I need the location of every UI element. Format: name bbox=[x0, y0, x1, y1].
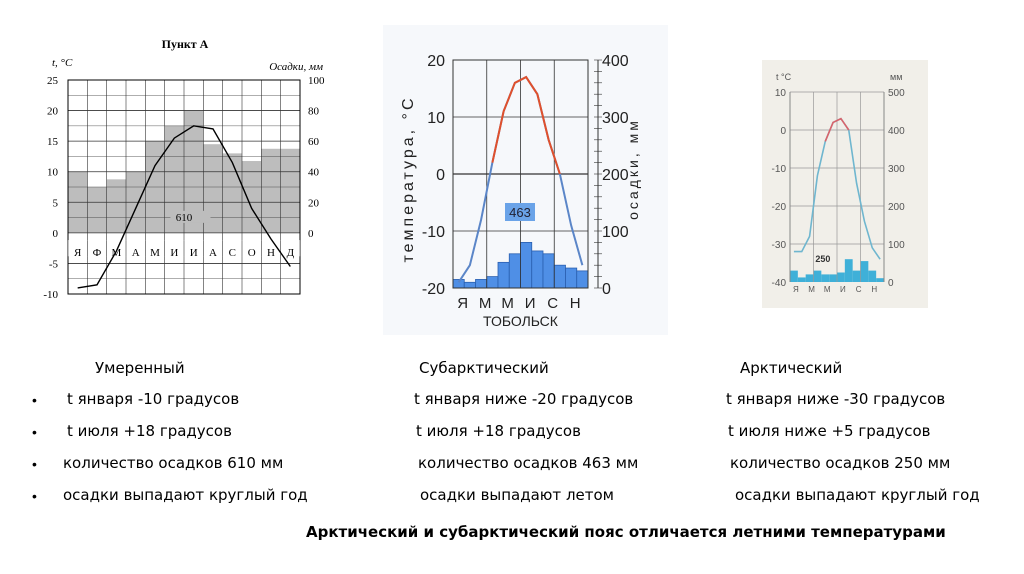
subarctic-item: t января ниже -20 градусов bbox=[414, 390, 634, 408]
temperate-item: t января -10 градусов bbox=[67, 390, 240, 408]
svg-text:610: 610 bbox=[176, 212, 193, 224]
column-title-arctic: Арктический bbox=[740, 359, 843, 377]
svg-text:Я: Я bbox=[74, 247, 82, 259]
bullet: • bbox=[32, 488, 37, 504]
svg-text:200: 200 bbox=[888, 202, 905, 213]
subarctic-item: количество осадков 463 мм bbox=[418, 454, 639, 472]
svg-text:Я: Я bbox=[793, 285, 799, 294]
svg-text:Д: Д bbox=[287, 247, 295, 259]
svg-text:С: С bbox=[229, 247, 236, 259]
chart-title: Пункт А bbox=[162, 37, 209, 51]
svg-text:400: 400 bbox=[888, 126, 905, 137]
svg-text:С: С bbox=[547, 295, 558, 312]
subarctic-item: осадки выпадают летом bbox=[420, 486, 614, 504]
svg-text:0: 0 bbox=[308, 228, 314, 240]
svg-text:А: А bbox=[209, 247, 217, 259]
svg-text:-30: -30 bbox=[772, 240, 787, 251]
svg-text:0: 0 bbox=[436, 167, 445, 184]
svg-text:0: 0 bbox=[780, 126, 786, 137]
chart-arctic: t °C мм100-10-20-30-405004003002001000250… bbox=[772, 72, 906, 294]
svg-text:М: М bbox=[479, 295, 492, 312]
bullet: • bbox=[32, 392, 37, 408]
svg-text:500: 500 bbox=[888, 88, 905, 99]
svg-text:463: 463 bbox=[509, 205, 531, 220]
svg-text:Н: Н bbox=[570, 295, 581, 312]
arctic-item: количество осадков 250 мм bbox=[730, 454, 951, 472]
svg-text:Я: Я bbox=[457, 295, 468, 312]
conclusion-text: Арктический и субарктический пояс отлича… bbox=[306, 523, 946, 541]
svg-text:ТОБОЛЬСК: ТОБОЛЬСК bbox=[483, 313, 559, 329]
svg-text:Ф: Ф bbox=[93, 247, 102, 259]
svg-text:5: 5 bbox=[53, 197, 59, 209]
subarctic-item: t июля +18 градусов bbox=[416, 422, 581, 440]
column-title-subarctic: Субарктический bbox=[419, 359, 549, 377]
arctic-item: t июля ниже +5 градусов bbox=[728, 422, 931, 440]
svg-text:200: 200 bbox=[602, 167, 629, 184]
svg-text:М: М bbox=[824, 285, 831, 294]
svg-text:0: 0 bbox=[602, 281, 611, 298]
svg-text:250: 250 bbox=[815, 254, 830, 264]
svg-text:0: 0 bbox=[53, 228, 59, 240]
svg-text:15: 15 bbox=[47, 136, 59, 148]
svg-text:мм: мм bbox=[890, 72, 902, 82]
svg-text:100: 100 bbox=[308, 75, 325, 87]
svg-text:М: М bbox=[150, 247, 160, 259]
svg-text:0: 0 bbox=[888, 278, 894, 289]
svg-text:20: 20 bbox=[47, 106, 59, 118]
arctic-item: t января ниже -30 градусов bbox=[726, 390, 946, 408]
svg-text:И: И bbox=[525, 295, 536, 312]
temperate-item: осадки выпадают круглый год bbox=[63, 486, 308, 504]
svg-text:20: 20 bbox=[427, 53, 445, 70]
svg-text:температура, °С: температура, °С bbox=[400, 95, 417, 262]
svg-text:25: 25 bbox=[47, 75, 59, 87]
arctic-item: осадки выпадают круглый год bbox=[735, 486, 980, 504]
svg-text:И: И bbox=[840, 285, 846, 294]
svg-text:Осадки, мм: Осадки, мм bbox=[269, 61, 323, 73]
svg-text:-20: -20 bbox=[772, 202, 787, 213]
svg-text:М: М bbox=[111, 247, 121, 259]
svg-text:t, °C: t, °C bbox=[52, 57, 73, 69]
svg-text:t °C: t °C bbox=[776, 72, 792, 82]
svg-text:И: И bbox=[170, 247, 178, 259]
temperate-item: количество осадков 610 мм bbox=[63, 454, 284, 472]
svg-text:100: 100 bbox=[602, 224, 629, 241]
temperate-item: t июля +18 градусов bbox=[67, 422, 232, 440]
svg-text:О: О bbox=[248, 247, 256, 259]
bullet: • bbox=[32, 456, 37, 472]
svg-text:20: 20 bbox=[308, 197, 320, 209]
svg-text:10: 10 bbox=[775, 88, 787, 99]
bullet: • bbox=[32, 424, 37, 440]
svg-text:Н: Н bbox=[871, 285, 877, 294]
svg-text:400: 400 bbox=[602, 53, 629, 70]
svg-text:10: 10 bbox=[47, 167, 59, 179]
svg-text:80: 80 bbox=[308, 106, 320, 118]
svg-text:М: М bbox=[501, 295, 514, 312]
svg-text:осадки, мм: осадки, мм bbox=[625, 118, 641, 220]
svg-text:100: 100 bbox=[888, 240, 905, 251]
svg-text:Н: Н bbox=[267, 247, 275, 259]
svg-text:-40: -40 bbox=[772, 278, 787, 289]
svg-text:М: М bbox=[808, 285, 815, 294]
svg-text:300: 300 bbox=[602, 110, 629, 127]
chart-punkt-a: Пункт А t, °C Осадки, мм 25 20 15 10 5 0 -5 -10 100… bbox=[43, 37, 325, 301]
column-title-temperate: Умеренный bbox=[95, 359, 185, 377]
svg-text:-20: -20 bbox=[422, 281, 445, 298]
svg-text:40: 40 bbox=[308, 167, 320, 179]
svg-text:И: И bbox=[190, 247, 198, 259]
svg-text:-10: -10 bbox=[772, 164, 787, 175]
svg-text:-10: -10 bbox=[43, 289, 58, 301]
svg-text:-10: -10 bbox=[422, 224, 445, 241]
svg-text:С: С bbox=[856, 285, 862, 294]
svg-text:А: А bbox=[132, 247, 140, 259]
svg-text:300: 300 bbox=[888, 164, 905, 175]
svg-text:60: 60 bbox=[308, 136, 320, 148]
svg-text:-5: -5 bbox=[49, 258, 59, 270]
svg-text:10: 10 bbox=[427, 110, 445, 127]
